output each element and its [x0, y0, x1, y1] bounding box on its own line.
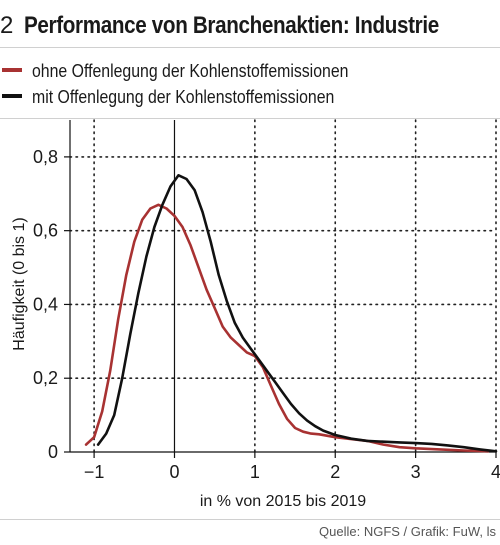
y-tick-label: 0,4 [33, 294, 58, 314]
y-tick-label: 0 [48, 442, 58, 462]
figure-header: 2 Performance von Branchenaktien: Indust… [0, 0, 500, 48]
figure-number: 2 [0, 12, 14, 39]
y-tick-label: 0,6 [33, 221, 58, 241]
legend-swatch-ohne [2, 68, 22, 73]
y-tick-label: 0,8 [33, 147, 58, 167]
legend-item-ohne: ohne Offenlegung der Kohlenstoffemission… [2, 58, 392, 84]
source-note: Quelle: NGFS / Grafik: FuW, ls [319, 524, 496, 539]
x-tick-label: −1 [84, 462, 105, 482]
legend-swatch-mit [2, 94, 22, 99]
x-tick-label: 1 [250, 462, 260, 482]
y-axis-title: Häufigkeit (0 bis 1) [11, 217, 28, 350]
chart-legend: ohne Offenlegung der Kohlenstoffemission… [2, 58, 392, 110]
legend-label-ohne: ohne Offenlegung der Kohlenstoffemission… [32, 61, 349, 81]
legend-item-mit: mit Offenlegung der Kohlenstoffemissione… [2, 84, 392, 110]
x-tick-label: 2 [330, 462, 340, 482]
x-tick-label: 0 [169, 462, 179, 482]
y-tick-label: 0,2 [33, 368, 58, 388]
chart-title: Performance von Branchenaktien: Industri… [24, 12, 439, 39]
x-axis-title: in % von 2015 bis 2019 [200, 493, 366, 510]
plot-frame [0, 118, 500, 520]
series-line-mit [96, 174, 498, 453]
series-line-ohne [84, 203, 490, 453]
x-tick-label: 3 [411, 462, 421, 482]
legend-label-mit: mit Offenlegung der Kohlenstoffemissione… [32, 87, 335, 107]
x-tick-label: 4 [491, 462, 500, 482]
